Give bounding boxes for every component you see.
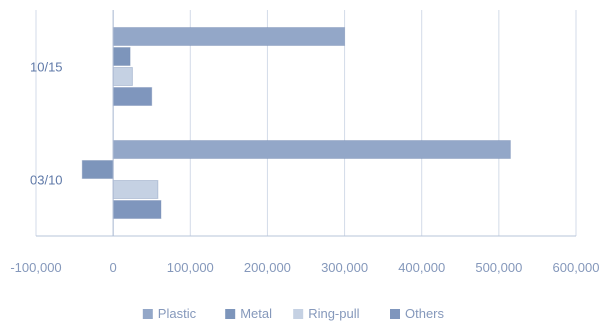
legend-item: Ring-pull (293, 306, 360, 321)
x-tick-label: -100,000 (10, 260, 61, 275)
bar-metal-0 (112, 47, 131, 66)
x-tick-label: 600,000 (553, 260, 600, 275)
x-tick-label: 100,000 (167, 260, 214, 275)
axes: -100,000 0 100,000 200,000 300,000 400,000 500… (10, 10, 600, 275)
legend-swatch (293, 309, 304, 319)
legend-swatch (142, 309, 153, 319)
legend-item: Plastic (142, 306, 197, 321)
bar-ring-pull-0 (112, 67, 133, 86)
legend-label: Ring-pull (308, 306, 359, 321)
x-tick-label: 500,000 (475, 260, 522, 275)
legend-swatch (225, 309, 236, 319)
legend-item: Others (390, 306, 445, 321)
x-tick-label: 200,000 (244, 260, 291, 275)
x-tick-label: 300,000 (321, 260, 368, 275)
category-label: 10/15 (30, 60, 63, 75)
legend-label: Metal (240, 306, 272, 321)
bar-metal-1 (81, 160, 114, 179)
bars (81, 27, 511, 219)
legend-label: Plastic (158, 306, 197, 321)
bar-plastic-1 (112, 140, 511, 159)
x-tick-label: 0 (110, 260, 117, 275)
bar-others-1 (112, 200, 162, 219)
legend-label: Others (405, 306, 445, 321)
x-tick-label: 400,000 (398, 260, 445, 275)
legend-swatch (390, 309, 400, 319)
bar-plastic-0 (112, 27, 346, 46)
legend-item: Metal (225, 306, 272, 321)
category-label: 03/10 (30, 173, 63, 188)
bar-others-0 (112, 87, 153, 106)
legend: Plastic Metal Ring-pull Others (142, 306, 445, 321)
bar-ring-pull-1 (112, 180, 159, 199)
